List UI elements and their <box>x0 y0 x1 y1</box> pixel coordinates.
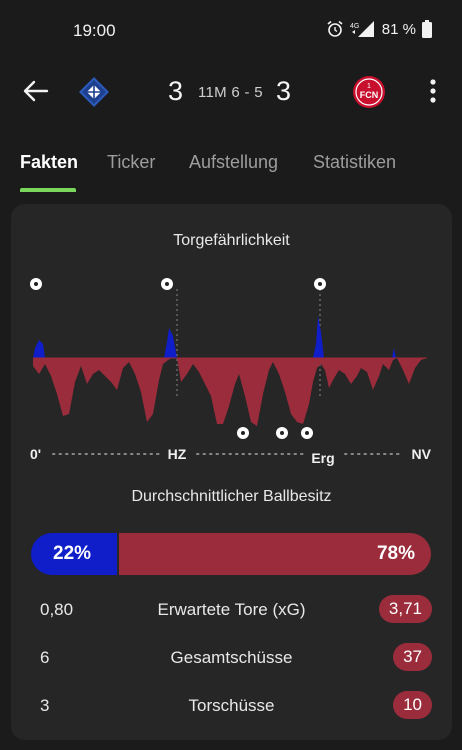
active-tab-indicator <box>20 188 76 192</box>
away-logo-number: 1 <box>367 83 371 90</box>
tick-label-extratime: NV <box>412 446 432 462</box>
facts-card: Torgefährlichkeit <box>11 204 452 740</box>
away-goal-ball-icon <box>237 427 249 439</box>
stat-away-value: 37 <box>393 643 432 671</box>
stat-row-xg: 0,80 Erwartete Tore (xG) 3,71 <box>11 593 452 627</box>
possession-title: Durchschnittlicher Ballbesitz <box>131 488 332 505</box>
arrow-left-icon[interactable] <box>22 77 50 105</box>
home-momentum-area-2 <box>164 328 177 358</box>
tab-statistiken[interactable]: Statistiken <box>313 152 397 172</box>
tab-aufstellung[interactable]: Aufstellung <box>189 152 279 172</box>
away-club-logo[interactable]: 1 FCN <box>352 75 386 109</box>
home-momentum-area-4 <box>392 348 396 358</box>
status-bar: 19:00 4G 81 % <box>0 0 462 60</box>
away-goal-ball-icon <box>301 427 313 439</box>
club-crest-icon[interactable] <box>78 76 110 108</box>
stat-row-shots-on-target: 3 Torschüsse 10 <box>11 689 452 723</box>
chart-title: Torgefährlichkeit <box>173 232 290 249</box>
stat-row-total-shots: 6 Gesamtschüsse 37 <box>11 641 452 675</box>
stat-label: Erwartete Tore (xG) <box>157 600 306 619</box>
tick-label-halftime: HZ <box>168 446 187 462</box>
signal-icon: 4G <box>350 21 374 37</box>
possession-bar: 22% 78% <box>31 533 431 575</box>
match-tabs: Fakten Ticker Aufstellung Statistiken <box>0 130 462 192</box>
tick-label-start: 0' <box>30 446 41 462</box>
possession-home: 22% <box>31 533 119 575</box>
away-goal-ball-icon <box>276 427 288 439</box>
match-status: 11M 6 - 5 <box>198 84 263 101</box>
away-momentum-area <box>33 358 427 426</box>
home-goal-ball-icon <box>30 278 42 290</box>
tab-ticker[interactable]: Ticker <box>107 152 156 172</box>
battery-percent: 81 % <box>381 20 416 38</box>
away-score: 3 <box>276 76 292 106</box>
home-goal-ball-icon <box>161 278 173 290</box>
alarm-icon <box>327 20 343 37</box>
status-time: 19:00 <box>73 21 116 40</box>
stat-away-value: 10 <box>393 691 432 719</box>
tab-fakten[interactable]: Fakten <box>20 152 79 172</box>
home-momentum-area-3 <box>313 316 324 358</box>
stat-home-value: 6 <box>40 648 50 667</box>
stat-home-value: 0,80 <box>40 600 74 619</box>
momentum-chart: 0' HZ Erg NV <box>30 278 432 466</box>
stat-label: Gesamtschüsse <box>170 648 293 667</box>
battery-icon <box>422 20 432 38</box>
match-header: 3 11M 6 - 5 3 1 FCN <box>0 60 462 130</box>
stat-away-value: 3,71 <box>378 595 432 623</box>
home-momentum-area <box>33 340 45 358</box>
home-goal-ball-icon <box>314 278 326 290</box>
stat-label: Torschüsse <box>188 696 275 715</box>
possession-away: 78% <box>119 533 431 575</box>
away-logo-text: FCN <box>360 90 379 100</box>
stat-home-value: 3 <box>40 696 50 715</box>
tick-label-fulltime: Erg <box>311 450 334 466</box>
status-icons: 4G 81 % <box>326 20 432 38</box>
network-type: 4G <box>350 23 359 30</box>
home-score: 3 <box>168 76 184 106</box>
more-vertical-icon[interactable] <box>423 76 443 106</box>
